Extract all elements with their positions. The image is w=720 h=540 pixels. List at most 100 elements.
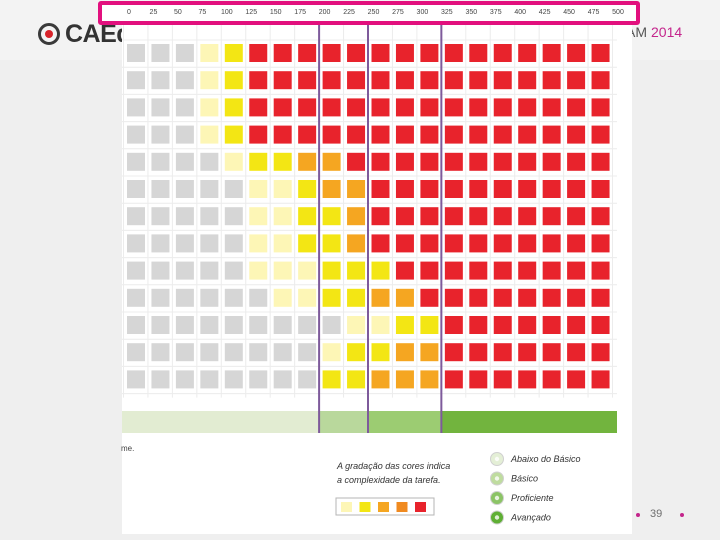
x-tick-label: 0 [127,9,131,16]
heatmap-cell [151,288,170,307]
heatmap-cell [567,125,586,144]
heatmap-cell [567,207,586,226]
heatmap-cell [175,288,194,307]
heatmap-cell [591,316,610,334]
heatmap-cell [200,316,219,334]
heatmap-cell [151,44,170,62]
heatmap-cell [224,370,243,389]
header-year: 2014 [651,24,683,40]
heatmap-cell [395,98,414,117]
heatmap-cell [273,98,292,117]
heatmap-cell [347,98,366,117]
heatmap-cell [347,180,366,198]
heatmap-cell [298,125,317,144]
heatmap-cell [224,343,243,362]
heatmap-cell [224,44,243,62]
heatmap-cell [518,44,537,62]
heatmap-cell [224,125,243,144]
heatmap-cell [420,152,439,171]
heatmap-cell [347,152,366,171]
heatmap-cell [371,152,390,171]
heatmap-cell [175,316,194,334]
heatmap-cell [200,152,219,171]
page-number: 39 [650,508,663,520]
heatmap-cell [493,316,512,334]
heatmap-cell [347,44,366,62]
heatmap-cell [273,343,292,362]
x-tick-label: 375 [490,9,502,16]
heatmap-cell [371,98,390,117]
heatmap-cell [444,234,463,253]
heatmap-cell [542,288,561,307]
heatmap-cell [591,44,610,62]
heatmap-cell [151,98,170,117]
heatmap-cell [200,370,219,389]
heatmap-cell [518,125,537,144]
heatmap-cell [591,125,610,144]
heatmap-cell [273,180,292,198]
heatmap-cell [493,71,512,90]
x-tick-label: 500 [612,9,624,16]
heatmap-cell [591,71,610,90]
heatmap-cell [444,370,463,389]
heatmap-cell [200,125,219,144]
heatmap-cell [518,152,537,171]
heatmap-cell [493,152,512,171]
legend-label: Avançado [510,513,551,523]
heatmap-cell [395,152,414,171]
heatmap-cell [591,343,610,362]
heatmap-cell [249,370,268,389]
gradient-swatch [396,502,408,512]
x-tick-label: 450 [563,9,575,16]
heatmap-cell [175,125,194,144]
heatmap-cell [224,98,243,117]
x-tick-label: 275 [392,9,404,16]
heatmap-cell [395,44,414,62]
heatmap-cell [151,370,170,389]
heatmap-cell [371,125,390,144]
heatmap-cell [542,261,561,280]
x-tick-label: 100 [221,9,233,16]
scale-highlight-box [98,1,640,25]
heatmap-cell [395,288,414,307]
heatmap-cell [151,207,170,226]
heatmap-cell [395,234,414,253]
heatmap-cell [249,234,268,253]
heatmap-cell [175,71,194,90]
heatmap-cell [444,71,463,90]
heatmap-cell [444,44,463,62]
proficiency-band [122,411,320,433]
heatmap-cell [200,207,219,226]
heatmap-cell [567,44,586,62]
x-tick-label: 400 [514,9,526,16]
heatmap-cell [444,125,463,144]
heatmap-cell [127,180,145,198]
heatmap-cell [420,98,439,117]
heatmap-cell [542,370,561,389]
heatmap-cell [493,44,512,62]
heatmap-cell [371,370,390,389]
heatmap-cell [249,98,268,117]
heatmap-cell [542,71,561,90]
heatmap-cell [347,370,366,389]
heatmap-cell [322,71,341,90]
heatmap-cell [273,288,292,307]
heatmap-cell [322,343,341,362]
legend-marker-center-icon [494,495,500,501]
heatmap-cell [518,370,537,389]
heatmap-cell [200,261,219,280]
legend-label: Abaixo do Básico [510,454,581,464]
heatmap-cell [151,125,170,144]
heatmap-cell [371,343,390,362]
heatmap-cell [444,316,463,334]
heatmap-cell [200,234,219,253]
heatmap-cell [127,261,145,280]
heatmap-cell [151,180,170,198]
heatmap-cell [224,71,243,90]
proficiency-band [319,411,368,433]
heatmap-cell [518,261,537,280]
heatmap-cell [469,288,488,307]
heatmap-cell [567,288,586,307]
heatmap-cell [542,234,561,253]
heatmap-cell [200,44,219,62]
